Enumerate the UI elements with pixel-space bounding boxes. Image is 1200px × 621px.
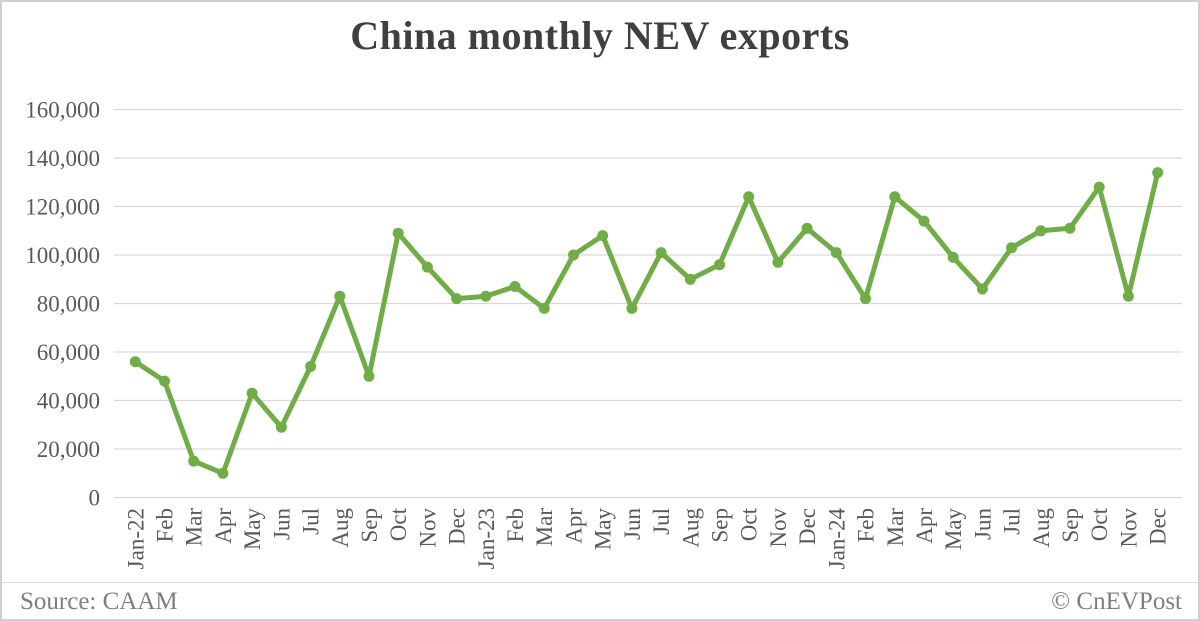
y-axis-tick-label: 140,000 <box>25 146 100 171</box>
data-point-marker <box>684 273 696 285</box>
x-axis-tick-label: May <box>240 508 265 551</box>
x-axis-tick-label: Jul <box>1000 508 1025 535</box>
x-axis-tick-label: May <box>941 508 966 551</box>
x-axis-tick-label: Feb <box>153 508 178 543</box>
data-point-marker <box>889 191 901 203</box>
data-point-marker <box>743 191 755 203</box>
x-axis-tick-label: Dec <box>445 508 470 545</box>
data-point-marker <box>1064 222 1076 234</box>
data-point-marker <box>188 455 200 467</box>
data-point-marker <box>392 227 404 239</box>
x-axis-tick-label: Jul <box>299 508 324 535</box>
data-point-marker <box>947 251 959 263</box>
x-axis-tick-label: Jul <box>649 508 674 535</box>
x-axis-tick-label: Sep <box>708 508 733 543</box>
data-point-marker <box>421 261 433 273</box>
y-axis-tick-label: 100,000 <box>25 243 100 268</box>
source-label: Source: CAAM <box>20 588 178 615</box>
y-axis-tick-label: 40,000 <box>37 389 100 414</box>
x-axis-tick-label: Mar <box>883 508 908 547</box>
x-axis-tick-label: May <box>591 508 616 551</box>
data-point-marker <box>480 290 492 302</box>
series-line <box>132 170 1161 476</box>
data-point-marker <box>597 230 609 242</box>
y-axis-tick-label: 20,000 <box>37 437 100 462</box>
chart-footer: Source: CAAM © CnEVPost <box>2 582 1198 619</box>
x-axis-tick-label: Feb <box>854 508 879 543</box>
y-axis-tick-label: 120,000 <box>25 195 100 220</box>
x-axis-tick-label: Dec <box>1146 508 1171 545</box>
x-axis-tick-label: Feb <box>503 508 528 543</box>
data-point-marker <box>451 293 463 305</box>
copyright-label: © CnEVPost <box>1051 588 1182 615</box>
data-point-marker <box>509 281 521 292</box>
data-point-marker <box>334 290 346 302</box>
x-axis-tick-label: Dec <box>795 508 820 545</box>
data-point-marker <box>1006 242 1018 254</box>
x-axis-tick-label: Jan-24 <box>824 508 849 570</box>
data-point-marker <box>1035 225 1047 237</box>
x-axis-tick-label: Oct <box>737 507 762 541</box>
data-point-marker <box>1122 290 1134 302</box>
data-point-marker <box>976 283 988 295</box>
data-point-marker <box>1152 167 1164 179</box>
data-point-marker <box>714 259 725 271</box>
data-point-marker <box>1093 181 1105 193</box>
x-axis-tick-label: Sep <box>357 508 382 543</box>
data-point-marker <box>275 421 287 433</box>
y-axis-tick-label: 0 <box>89 486 101 511</box>
x-axis-tick-label: Oct <box>386 507 411 541</box>
chart-title: China monthly NEV exports <box>350 13 850 58</box>
data-point-marker <box>305 361 317 372</box>
data-point-marker <box>801 222 813 234</box>
y-axis-tick-label: 80,000 <box>37 292 100 317</box>
data-point-marker <box>830 247 842 259</box>
data-point-marker <box>772 256 784 268</box>
data-point-marker <box>626 302 638 314</box>
x-axis-tick-label: Mar <box>532 508 557 547</box>
x-axis-tick-label: Jun <box>269 508 294 540</box>
x-axis-tick-label: Jun <box>970 508 995 540</box>
x-axis-tick-label: Apr <box>561 508 586 544</box>
x-axis-tick-label: Jan-23 <box>474 508 499 569</box>
x-axis-tick-label: Nov <box>1116 508 1141 548</box>
x-axis-tick-label: Apr <box>912 508 937 544</box>
x-axis-tick-label: Oct <box>1087 507 1112 541</box>
x-axis-tick-label: Aug <box>678 508 703 548</box>
x-axis-tick-label: Jun <box>620 508 645 540</box>
data-point-marker <box>129 356 141 368</box>
y-axis-tick-label: 60,000 <box>37 340 100 365</box>
data-point-marker <box>217 467 229 479</box>
data-point-marker <box>538 302 550 314</box>
x-axis-tick-label: Sep <box>1058 508 1083 543</box>
data-point-marker <box>568 249 579 261</box>
data-point-marker <box>918 215 930 227</box>
x-axis-tick-label: Aug <box>328 508 353 548</box>
data-point-marker <box>655 247 667 259</box>
x-axis-tick-label: Apr <box>211 508 236 544</box>
x-axis-tick-label: Mar <box>182 508 207 547</box>
data-point-marker <box>246 387 258 399</box>
data-point-marker <box>860 293 871 305</box>
data-point-marker <box>159 375 170 387</box>
x-axis-tick-label: Jan-22 <box>123 508 148 569</box>
x-axis-tick-label: Nov <box>415 508 440 548</box>
x-axis-tick-label: Nov <box>766 508 791 548</box>
x-axis-tick-label: Aug <box>1029 508 1054 548</box>
y-axis-tick-label: 160,000 <box>25 98 100 123</box>
data-point-marker <box>363 370 375 382</box>
